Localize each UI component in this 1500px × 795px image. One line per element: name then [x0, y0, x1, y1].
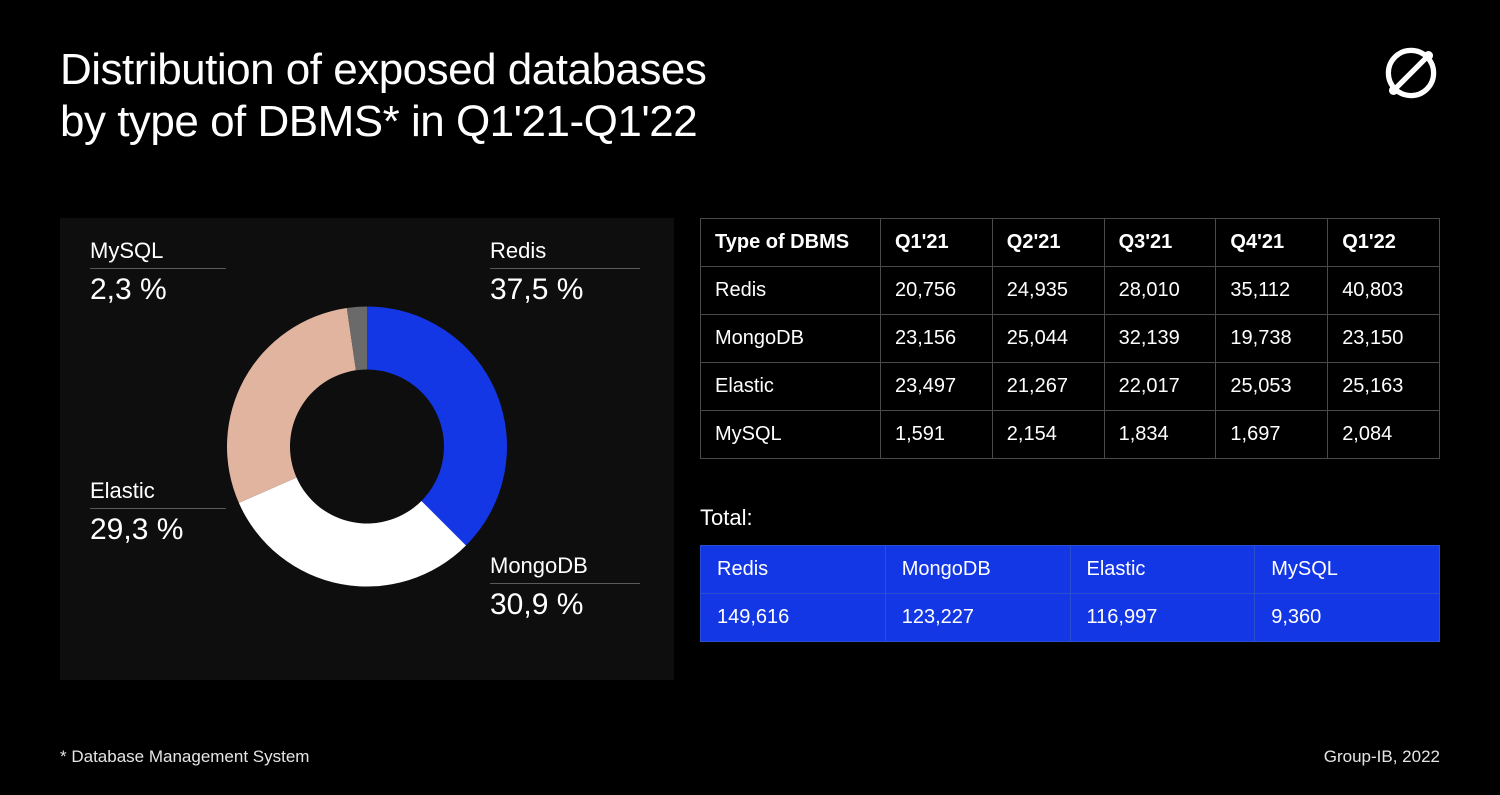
tables-region: Type of DBMSQ1'21Q2'21Q3'21Q4'21Q1'22 Re… — [700, 218, 1440, 642]
table-cell-value: 2,154 — [992, 411, 1104, 459]
table-cell-value: 19,738 — [1216, 315, 1328, 363]
total-header-redis: Redis — [701, 546, 886, 594]
donut-slice-redis — [367, 307, 507, 546]
donut-label-mongodb: MongoDB 30,9 % — [490, 553, 640, 622]
total-table: RedisMongoDBElasticMySQL 149,616123,2271… — [700, 545, 1440, 642]
table-cell-name: MySQL — [701, 411, 881, 459]
donut-label-pct: 2,3 % — [90, 273, 226, 307]
donut-label-rule — [490, 268, 640, 269]
table-row: Elastic23,49721,26722,01725,05325,163 — [701, 363, 1440, 411]
table-cell-value: 2,084 — [1328, 411, 1440, 459]
credit: Group-IB, 2022 — [1324, 747, 1440, 767]
total-header-mongodb: MongoDB — [885, 546, 1070, 594]
donut-label-name: Redis — [490, 238, 640, 264]
title-line-1: Distribution of exposed databases — [60, 45, 706, 94]
total-header-mysql: MySQL — [1255, 546, 1440, 594]
donut-label-elastic: Elastic 29,3 % — [90, 478, 226, 547]
donut-label-redis: Redis 37,5 % — [490, 238, 640, 307]
total-value: 9,360 — [1255, 594, 1440, 642]
donut-slice-elastic — [227, 308, 356, 503]
donut-label-rule — [90, 268, 226, 269]
footnote: * Database Management System — [60, 747, 309, 767]
table-cell-value: 35,112 — [1216, 267, 1328, 315]
table-cell-name: Elastic — [701, 363, 881, 411]
table-cell-value: 23,156 — [881, 315, 993, 363]
donut-label-pct: 29,3 % — [90, 513, 226, 547]
donut-label-rule — [90, 508, 226, 509]
donut-label-rule — [490, 583, 640, 584]
page-title: Distribution of exposed databases by typ… — [60, 44, 706, 148]
table-cell-value: 24,935 — [992, 267, 1104, 315]
table-cell-value: 23,497 — [881, 363, 993, 411]
quarterly-data-table: Type of DBMSQ1'21Q2'21Q3'21Q4'21Q1'22 Re… — [700, 218, 1440, 459]
donut-chart — [227, 307, 507, 592]
table-cell-name: Redis — [701, 267, 881, 315]
brand-logo-icon — [1382, 44, 1440, 107]
table-header-q221: Q2'21 — [992, 219, 1104, 267]
donut-label-mysql: MySQL 2,3 % — [90, 238, 226, 307]
table-cell-value: 20,756 — [881, 267, 993, 315]
table-row: MongoDB23,15625,04432,13919,73823,150 — [701, 315, 1440, 363]
table-cell-value: 25,044 — [992, 315, 1104, 363]
table-row: Redis20,75624,93528,01035,11240,803 — [701, 267, 1440, 315]
table-header-q321: Q3'21 — [1104, 219, 1216, 267]
total-value: 116,997 — [1070, 594, 1255, 642]
total-value: 123,227 — [885, 594, 1070, 642]
table-cell-value: 23,150 — [1328, 315, 1440, 363]
donut-label-name: Elastic — [90, 478, 226, 504]
table-cell-value: 32,139 — [1104, 315, 1216, 363]
donut-label-pct: 30,9 % — [490, 588, 640, 622]
table-cell-value: 25,053 — [1216, 363, 1328, 411]
table-cell-value: 40,803 — [1328, 267, 1440, 315]
table-cell-value: 22,017 — [1104, 363, 1216, 411]
table-row: MySQL1,5912,1541,8341,6972,084 — [701, 411, 1440, 459]
table-cell-value: 28,010 — [1104, 267, 1216, 315]
total-header-elastic: Elastic — [1070, 546, 1255, 594]
title-line-2: by type of DBMS* in Q1'21-Q1'22 — [60, 97, 697, 146]
donut-label-name: MongoDB — [490, 553, 640, 579]
table-header-q421: Q4'21 — [1216, 219, 1328, 267]
table-cell-value: 21,267 — [992, 363, 1104, 411]
total-label: Total: — [700, 505, 1440, 531]
table-cell-value: 1,591 — [881, 411, 993, 459]
table-header-q122: Q1'22 — [1328, 219, 1440, 267]
donut-label-name: MySQL — [90, 238, 226, 264]
donut-chart-panel: Redis 37,5 % MongoDB 30,9 % Elastic 29,3 % MyS… — [60, 218, 674, 680]
table-cell-value: 25,163 — [1328, 363, 1440, 411]
table-header-q121: Q1'21 — [881, 219, 993, 267]
table-cell-name: MongoDB — [701, 315, 881, 363]
donut-label-pct: 37,5 % — [490, 273, 640, 307]
table-cell-value: 1,834 — [1104, 411, 1216, 459]
table-cell-value: 1,697 — [1216, 411, 1328, 459]
total-value: 149,616 — [701, 594, 886, 642]
table-header-type: Type of DBMS — [701, 219, 881, 267]
